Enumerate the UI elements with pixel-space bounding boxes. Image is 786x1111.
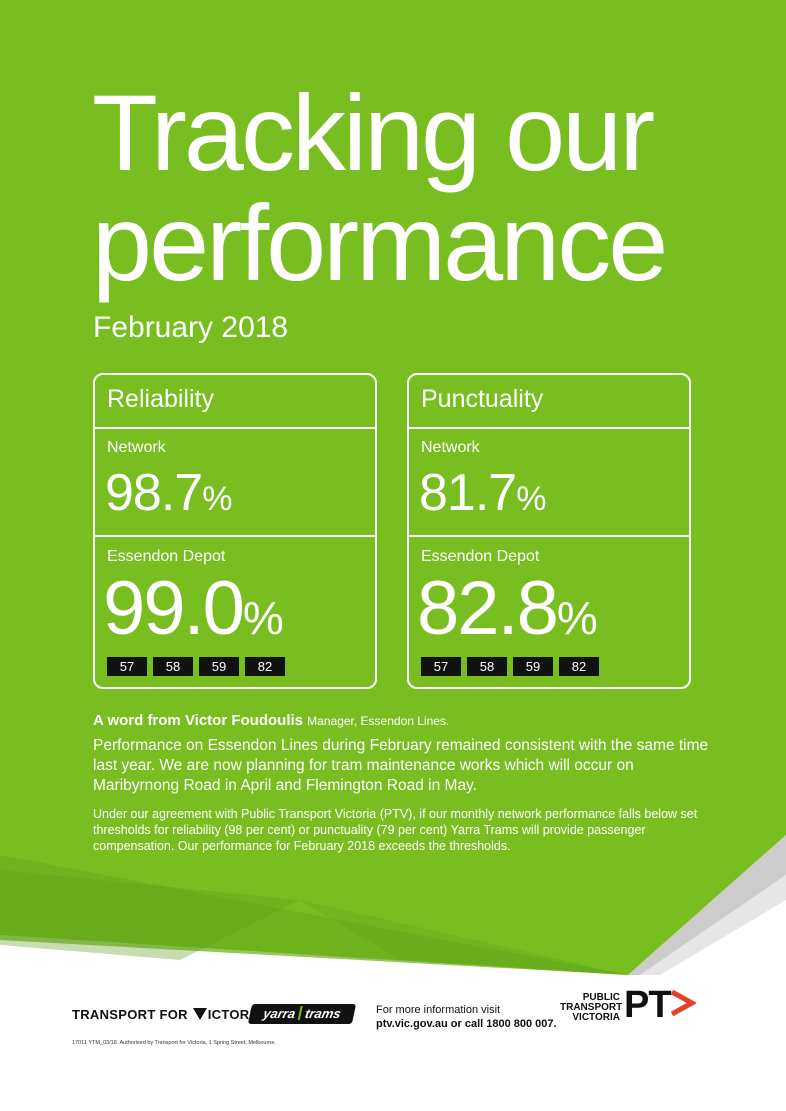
yarra-trams-logo: yarra trams: [247, 1004, 357, 1024]
route-badge: 57: [421, 657, 461, 676]
punctuality-panel: Punctuality Network 81.7% Essendon Depot…: [407, 373, 691, 689]
divider: [95, 427, 375, 429]
transport-for-victoria-logo: TRANSPORT FOR ICTORIA: [72, 1007, 264, 1022]
punctuality-heading: Punctuality: [421, 385, 544, 413]
route-badges: 57 58 59 82: [421, 657, 599, 676]
victoria-v-icon: [192, 1008, 207, 1020]
depot-value: 99.0%: [103, 566, 284, 651]
depot-value: 82.8%: [417, 566, 598, 651]
reliability-heading: Reliability: [107, 385, 214, 413]
reliability-panel: Reliability Network 98.7% Essendon Depot…: [93, 373, 377, 689]
depot-label: Essendon Depot: [421, 548, 540, 565]
network-label: Network: [421, 439, 480, 456]
route-badges: 57 58 59 82: [107, 657, 285, 676]
divider: [95, 535, 375, 537]
page-title: Tracking our performance: [92, 78, 668, 298]
manager-role: Manager, Essendon Lines.: [307, 714, 450, 728]
network-value: 98.7%: [105, 464, 233, 522]
network-value: 81.7%: [419, 464, 547, 522]
depot-label: Essendon Depot: [107, 548, 226, 565]
compensation-note: Under our agreement with Public Transpor…: [93, 807, 698, 853]
report-month: February 2018: [93, 311, 289, 344]
title-line-1: Tracking our: [92, 72, 655, 193]
ptv-logo: PT: [624, 984, 672, 1026]
route-badge: 82: [559, 657, 599, 676]
authorisation-note: 17011 YTM_03/18. Authorised by Transport…: [72, 1040, 276, 1046]
route-badge: 58: [467, 657, 507, 676]
network-label: Network: [107, 439, 166, 456]
contact-info: For more information visit ptv.vic.gov.a…: [376, 1004, 557, 1030]
manager-message: Performance on Essendon Lines during Feb…: [93, 737, 709, 794]
route-badge: 82: [245, 657, 285, 676]
divider: [409, 535, 689, 537]
route-badge: 58: [153, 657, 193, 676]
contact-link[interactable]: ptv.vic.gov.au or call 1800 800 007.: [376, 1018, 557, 1030]
word-heading: A word from Victor Foudoulis Manager, Es…: [93, 712, 450, 729]
ptv-arrow-icon: [670, 989, 696, 1017]
title-line-2: performance: [92, 182, 668, 303]
route-badge: 59: [513, 657, 553, 676]
route-badge: 59: [199, 657, 239, 676]
ptv-wordmark: PUBLIC TRANSPORT VICTORIA: [560, 992, 623, 1023]
divider: [409, 427, 689, 429]
route-badge: 57: [107, 657, 147, 676]
